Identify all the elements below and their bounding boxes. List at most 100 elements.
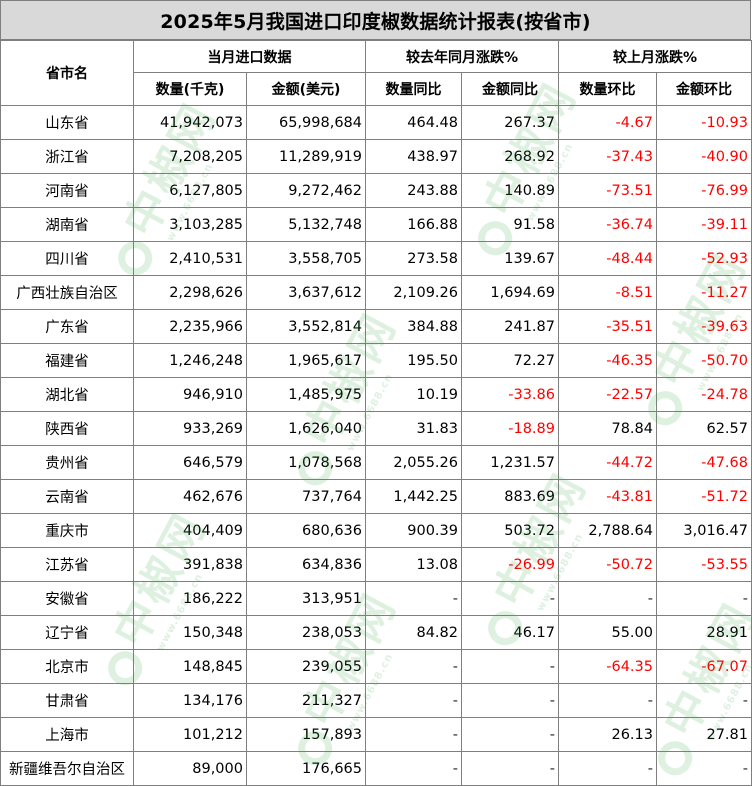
- header-qty-mom: 数量环比: [558, 72, 657, 106]
- cell-amount: 157,893: [246, 717, 366, 752]
- cell-amount-yoy: 241.87: [461, 309, 559, 344]
- cell-qty-mom: -46.35: [558, 343, 657, 378]
- cell-amount-mom: -52.93: [656, 241, 752, 276]
- cell-amount: 9,272,462: [246, 173, 366, 208]
- cell-qty: 646,579: [133, 445, 247, 480]
- table-row: 辽宁省 150,348 238,053 84.82 46.17 55.00 28.91: [0, 615, 752, 650]
- table-row: 湖南省 3,103,285 5,132,748 166.88 91.58 -36.74 -3…: [0, 207, 752, 242]
- cell-qty-yoy: -: [365, 683, 462, 718]
- cell-amount: 680,636: [246, 513, 366, 548]
- cell-province: 北京市: [0, 649, 134, 684]
- cell-qty: 134,176: [133, 683, 247, 718]
- cell-amount-mom: -11.27: [656, 275, 752, 310]
- cell-qty-yoy: 84.82: [365, 615, 462, 650]
- cell-amount-mom: -51.72: [656, 479, 752, 514]
- cell-qty: 3,103,285: [133, 207, 247, 242]
- cell-amount: 1,626,040: [246, 411, 366, 446]
- cell-qty: 2,410,531: [133, 241, 247, 276]
- cell-amount-yoy: -: [461, 581, 559, 616]
- table-row: 山东省 41,942,073 65,998,684 464.48 267.37 -4.67…: [0, 105, 752, 140]
- cell-qty-yoy: 10.19: [365, 377, 462, 412]
- table-row: 广东省 2,235,966 3,552,814 384.88 241.87 -35.51-…: [0, 309, 752, 344]
- cell-amount-mom: -47.68: [656, 445, 752, 480]
- cell-amount-yoy: 268.92: [461, 139, 559, 174]
- cell-qty-mom: -48.44: [558, 241, 657, 276]
- cell-amount: 5,132,748: [246, 207, 366, 242]
- cell-amount-yoy: -18.89: [461, 411, 559, 446]
- cell-qty-mom: -36.74: [558, 207, 657, 242]
- cell-amount-mom: -24.78: [656, 377, 752, 412]
- cell-qty-mom: -22.57: [558, 377, 657, 412]
- cell-amount-yoy: 883.69: [461, 479, 559, 514]
- cell-qty: 89,000: [133, 751, 247, 786]
- cell-amount-mom: -: [656, 581, 752, 616]
- cell-qty: 7,208,205: [133, 139, 247, 174]
- cell-province: 江苏省: [0, 547, 134, 582]
- cell-qty-yoy: 273.58: [365, 241, 462, 276]
- cell-qty: 391,838: [133, 547, 247, 582]
- cell-qty-mom: -64.35: [558, 649, 657, 684]
- table-header: 省市名 当月进口数据 较去年同月涨跌% 较上月涨跌% 数量(千克) 金额(美元)…: [0, 40, 752, 106]
- table-row: 四川省 2,410,531 3,558,705 273.58 139.67 -48.44-…: [0, 241, 752, 276]
- table-row: 陕西省 933,269 1,626,040 31.83 -18.89 78.84 62.57: [0, 411, 752, 446]
- header-group-current: 当月进口数据: [133, 40, 366, 73]
- cell-qty-yoy: 438.97: [365, 139, 462, 174]
- cell-amount-mom: 27.81: [656, 717, 752, 752]
- cell-qty: 2,298,626: [133, 275, 247, 310]
- cell-qty-yoy: -: [365, 581, 462, 616]
- cell-amount-mom: -67.07: [656, 649, 752, 684]
- table-row: 湖北省 946,910 1,485,975 10.19 -33.86 -22.57 -24.…: [0, 377, 752, 412]
- cell-province: 四川省: [0, 241, 134, 276]
- cell-province: 湖南省: [0, 207, 134, 242]
- header-amount-yoy: 金额同比: [461, 72, 559, 106]
- cell-qty-mom: -50.72: [558, 547, 657, 582]
- cell-amount-mom: -76.99: [656, 173, 752, 208]
- cell-amount-mom: 3,016.47: [656, 513, 752, 548]
- cell-province: 上海市: [0, 717, 134, 752]
- cell-qty-mom: 26.13: [558, 717, 657, 752]
- table-row: 上海市 101,212 157,893- -26.13 27.81: [0, 717, 752, 752]
- cell-qty-mom: -73.51: [558, 173, 657, 208]
- table-row: 甘肃省 134,176 211,327- - - -: [0, 683, 752, 718]
- cell-amount-mom: -40.90: [656, 139, 752, 174]
- cell-qty-yoy: 464.48: [365, 105, 462, 140]
- cell-amount-yoy: -: [461, 683, 559, 718]
- cell-qty-yoy: 166.88: [365, 207, 462, 242]
- header-qty-yoy: 数量同比: [365, 72, 462, 106]
- cell-qty: 404,409: [133, 513, 247, 548]
- cell-qty: 462,676: [133, 479, 247, 514]
- header-group-yoy: 较去年同月涨跌%: [365, 40, 559, 73]
- cell-amount-mom: 28.91: [656, 615, 752, 650]
- cell-qty-yoy: 900.39: [365, 513, 462, 548]
- cell-province: 重庆市: [0, 513, 134, 548]
- cell-qty-mom: -35.51: [558, 309, 657, 344]
- cell-amount: 3,552,814: [246, 309, 366, 344]
- cell-qty: 6,127,805: [133, 173, 247, 208]
- table-row: 河南省 6,127,805 9,272,462 243.88 140.89 -73.51-…: [0, 173, 752, 208]
- table-row: 北京市 148,845 239,055- - -64.35 -67.07: [0, 649, 752, 684]
- cell-qty: 148,845: [133, 649, 247, 684]
- cell-amount-yoy: 72.27: [461, 343, 559, 378]
- cell-province: 陕西省: [0, 411, 134, 446]
- table-row: 新疆维吾尔自治区 89,000 176,665- - - -: [0, 751, 752, 786]
- cell-qty-mom: -: [558, 581, 657, 616]
- cell-amount-mom: 62.57: [656, 411, 752, 446]
- cell-qty-yoy: 243.88: [365, 173, 462, 208]
- table-row: 云南省 462,676 737,764 1,442.25 883.69 -43.81 -51…: [0, 479, 752, 514]
- table-row: 浙江省 7,208,205 11,289,919 438.97 268.92 -37.43…: [0, 139, 752, 174]
- cell-province: 云南省: [0, 479, 134, 514]
- cell-qty-yoy: 2,055.26: [365, 445, 462, 480]
- cell-amount-yoy: 1,694.69: [461, 275, 559, 310]
- cell-qty: 933,269: [133, 411, 247, 446]
- cell-amount-yoy: -: [461, 717, 559, 752]
- cell-amount: 1,965,617: [246, 343, 366, 378]
- cell-qty-yoy: 2,109.26: [365, 275, 462, 310]
- cell-amount: 313,951: [246, 581, 366, 616]
- header-amount: 金额(美元): [246, 72, 366, 106]
- cell-amount-mom: -53.55: [656, 547, 752, 582]
- cell-qty: 101,212: [133, 717, 247, 752]
- cell-amount: 211,327: [246, 683, 366, 718]
- cell-amount-yoy: -33.86: [461, 377, 559, 412]
- cell-amount-yoy: 140.89: [461, 173, 559, 208]
